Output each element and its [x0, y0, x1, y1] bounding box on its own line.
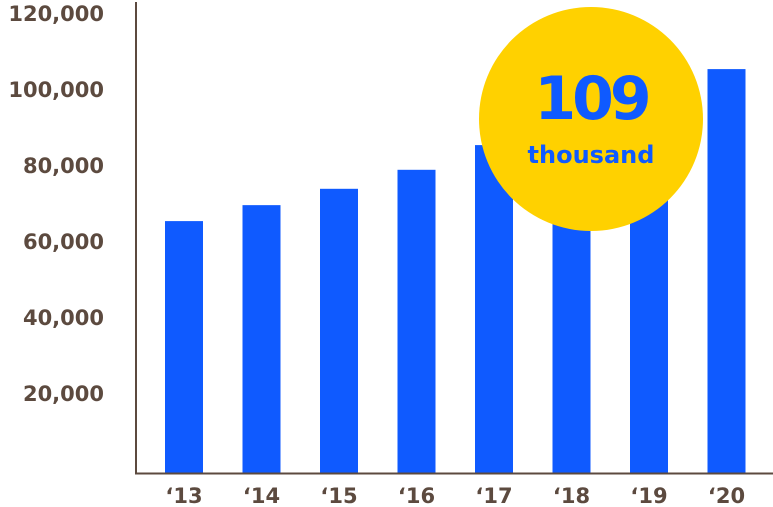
y-tick-label: 100,000	[8, 78, 104, 102]
bar-17	[475, 145, 513, 474]
x-tick-label: ‘18	[553, 484, 590, 507]
bar-15	[320, 188, 358, 475]
y-tick-label: 60,000	[23, 230, 104, 254]
y-tick-label: 120,000	[8, 2, 104, 26]
x-tick-label: ‘16	[398, 484, 435, 507]
bar-16	[397, 169, 436, 475]
x-tick-label: ‘15	[320, 484, 357, 507]
x-tick-label: ‘14	[243, 484, 280, 507]
x-tick-label: ‘17	[475, 484, 512, 507]
bar-14	[242, 205, 281, 474]
bar-20	[707, 69, 746, 474]
callout-circle	[479, 7, 703, 231]
x-tick-label: ‘20	[708, 484, 745, 507]
callout-unit: thousand	[528, 141, 655, 169]
y-tick-label: 40,000	[23, 306, 104, 330]
y-tick-label: 20,000	[23, 382, 104, 406]
x-tick-label: ‘19	[630, 484, 667, 507]
bar-13	[165, 221, 203, 474]
x-tick-label: ‘13	[165, 484, 202, 507]
y-tick-label: 80,000	[23, 154, 104, 178]
callout-value: 109	[534, 64, 647, 134]
